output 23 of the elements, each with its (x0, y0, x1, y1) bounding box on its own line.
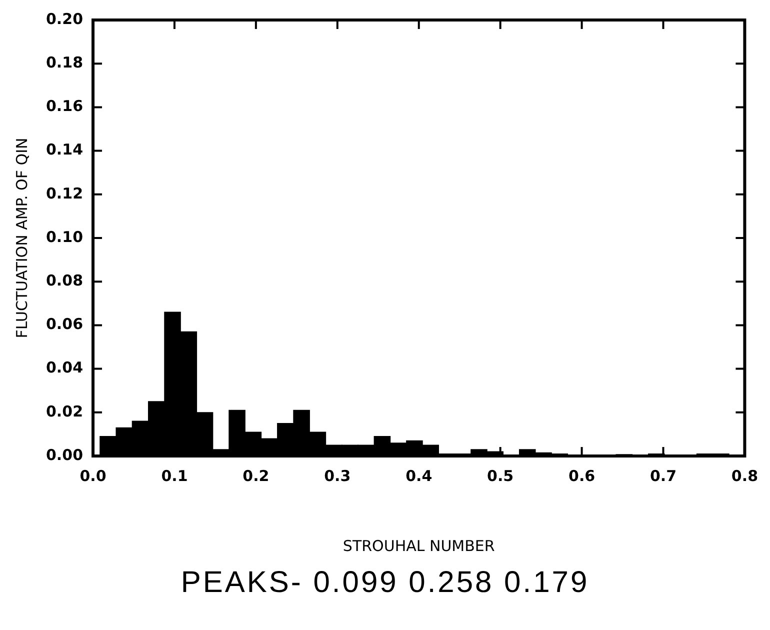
x-tick-label: 0.6 (568, 466, 596, 485)
x-tick-label: 0.0 (80, 466, 106, 485)
x-tick-label: 0.1 (161, 466, 188, 485)
y-tick-label: 0.14 (46, 140, 84, 159)
x-tick-label: 0.3 (324, 466, 351, 485)
y-tick-label: 0.04 (46, 358, 84, 377)
x-tick-label: 0.8 (731, 466, 758, 485)
y-tick-label: 0.18 (46, 53, 84, 72)
text: PEAKS- 0.099 0.258 0.179 (180, 566, 590, 600)
y-tick-label: 0.16 (46, 97, 84, 116)
y-tick-label: 0.02 (46, 402, 84, 420)
x-tick-label: 0.5 (487, 466, 514, 485)
x-tick-label: 0.4 (406, 466, 432, 485)
y-tick-label: 0.10 (46, 228, 84, 246)
y-tick-label: 0.12 (46, 184, 84, 202)
y-tick-label: 0.00 (46, 446, 84, 464)
x-tick-label: 0.7 (650, 466, 677, 485)
x-tick-label: 0.2 (242, 466, 270, 485)
y-tick-label: 0.20 (46, 10, 84, 28)
y-tick-label: 0.08 (46, 271, 84, 290)
x-axis-title: STROUHAL NUMBER (342, 536, 495, 555)
y-axis-title: FLUCTUATION AMP. OF QIN (12, 138, 31, 338)
y-tick-label: 0.06 (46, 315, 84, 334)
